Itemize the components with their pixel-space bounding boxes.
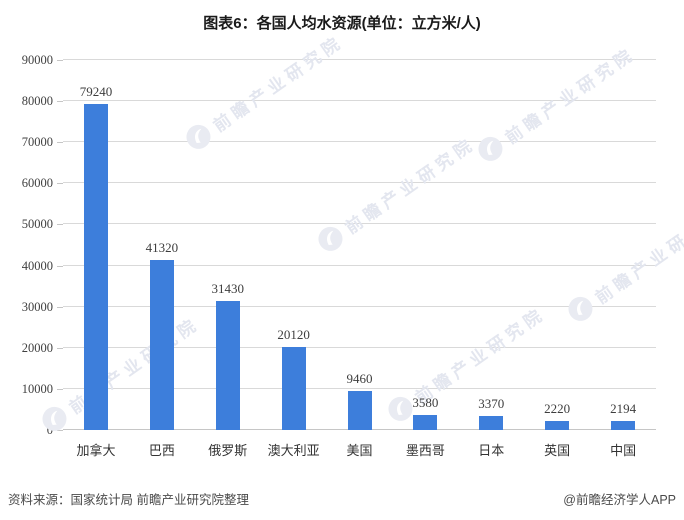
bar-value-label: 3580: [412, 395, 439, 411]
y-tick-mark: [57, 265, 63, 267]
y-tick-mark: [57, 60, 63, 61]
source-note: 资料来源：国家统计局 前瞻产业研究院整理: [8, 493, 249, 507]
x-tick-label: 巴西: [148, 443, 175, 458]
gridline: [63, 346, 656, 348]
gridline: [63, 141, 656, 143]
y-tick-label: 10000: [21, 381, 53, 396]
bar-column: 79240: [63, 60, 129, 430]
x-tick-label: 中国: [610, 443, 637, 458]
x-tick-label: 俄罗斯: [208, 443, 248, 458]
y-tick-mark: [57, 101, 63, 103]
bar-series: 79240 41320 31430 20120 9460 3580 3370 2220 2194: [63, 60, 656, 430]
y-tick-label: 20000: [21, 340, 53, 355]
y-tick-label: 0: [46, 423, 53, 437]
credit-note: @前瞻经济学人APP: [563, 493, 676, 507]
bar: [611, 420, 636, 430]
gridline: [63, 182, 656, 184]
bar-value-label: 9460: [346, 371, 373, 387]
y-tick-mark: [57, 347, 63, 349]
gridline: [63, 59, 656, 60]
bar-column: 2194: [590, 60, 656, 430]
bar: [149, 260, 174, 430]
bar-column: 31430: [195, 60, 261, 430]
x-tick-label: 加拿大: [76, 443, 116, 458]
y-tick-label: 80000: [21, 94, 53, 109]
y-tick-label: 60000: [21, 176, 53, 191]
x-tick-label: 日本: [478, 443, 505, 458]
bar-value-label: 2220: [544, 400, 571, 416]
gridline: [63, 305, 656, 307]
bar-column: 3580: [392, 60, 458, 430]
gridline: [63, 264, 656, 266]
bar-column: 41320: [129, 60, 195, 430]
bar: [215, 300, 240, 430]
bar-column: 3370: [458, 60, 524, 430]
bar-value-label: 31430: [211, 280, 244, 296]
y-tick-mark: [57, 224, 63, 226]
gridline: [63, 223, 656, 225]
bar-value-label: 41320: [145, 240, 179, 256]
y-tick-mark: [57, 183, 63, 185]
y-tick-mark: [57, 142, 63, 144]
bar-value-label: 20120: [277, 327, 310, 343]
y-tick-label: 50000: [21, 217, 53, 232]
y-tick-label: 30000: [21, 299, 53, 314]
chart-title: 图表6：各国人均水资源(单位：立方米/人): [203, 15, 481, 32]
y-tick-mark: [57, 306, 63, 308]
bar: [479, 416, 504, 430]
bar: [281, 347, 306, 430]
bar-value-label: 79240: [79, 84, 113, 100]
bar-value-label: 3370: [478, 396, 505, 412]
gridline: [63, 100, 656, 102]
bar: [83, 104, 108, 430]
x-tick-label: 澳大利亚: [267, 443, 320, 458]
y-tick-label: 90000: [21, 53, 53, 67]
x-tick-label: 美国: [346, 443, 373, 458]
bar-column: 9460: [327, 60, 393, 430]
x-tick-label: 英国: [544, 443, 571, 458]
y-tick-mark: [57, 430, 63, 431]
y-tick-mark: [57, 388, 63, 390]
x-axis-labels: 加拿大 巴西 俄罗斯 澳大利亚 美国 墨西哥 日本 英国 中国: [63, 440, 656, 459]
y-tick-label: 40000: [21, 258, 53, 273]
bar-column: 2220: [524, 60, 590, 430]
plot-area: 前瞻产业研究院 前瞻产业研究院 前瞻产业研究院 前瞻产业研究院 前瞻产业研究院 …: [42, 32, 684, 431]
y-tick-label: 70000: [21, 135, 53, 150]
bar: [347, 391, 372, 430]
bar: [545, 420, 570, 430]
x-tick-label: 墨西哥: [405, 443, 445, 458]
gridline: [63, 387, 656, 389]
bar: [413, 415, 438, 430]
bar-column: 20120: [261, 60, 327, 430]
bar-value-label: 2194: [610, 400, 637, 416]
